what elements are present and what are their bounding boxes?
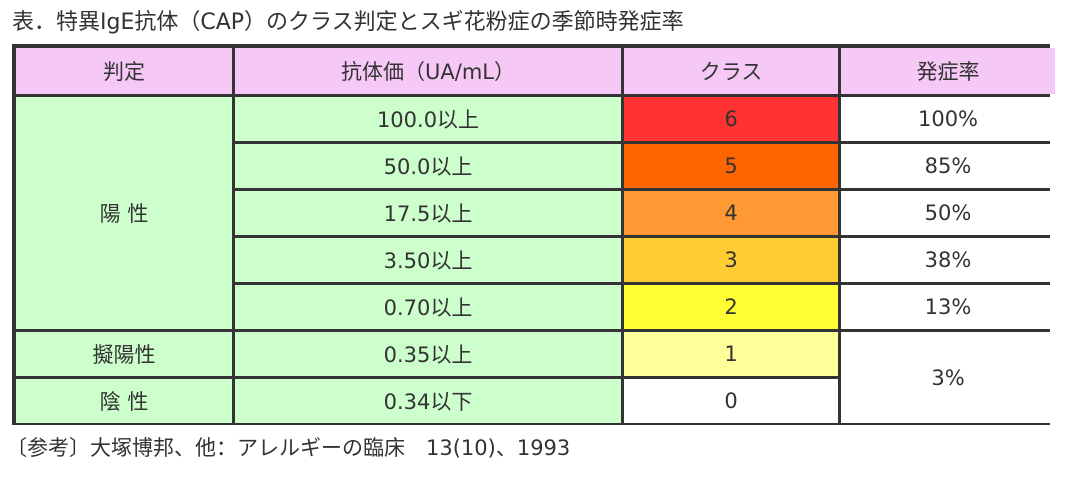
rate-cell: 50% [841,191,1055,235]
antibody-value-cell: 100.0以上 [235,97,621,141]
header-rate: 発症率 [841,48,1055,94]
antibody-value-cell: 0.34以下 [235,379,621,423]
judgment-negative: 陰 性 [16,379,232,423]
header-judgment: 判定 [16,48,232,94]
class-cell: 4 [624,191,838,235]
header-antibody-value: 抗体価（UA/mL） [235,48,621,94]
antibody-value-cell: 0.35以上 [235,332,621,376]
class-cell: 6 [624,97,838,141]
antibody-value-cell: 17.5以上 [235,191,621,235]
header-class: クラス [624,48,838,94]
class-cell: 2 [624,285,838,329]
table-title: 表．特異IgE抗体（CAP）のクラス判定とスギ花粉症の季節時発症率 [12,10,684,35]
judgment-pseudo-positive: 擬陽性 [16,332,232,376]
antibody-value-cell: 50.0以上 [235,144,621,188]
rate-cell: 100% [841,97,1055,141]
rate-cell-merged: 3% [841,332,1055,423]
class-cell: 3 [624,238,838,282]
rate-cell: 38% [841,238,1055,282]
class-cell: 0 [624,379,838,423]
class-table: 判定 抗体価（UA/mL） クラス 発症率 陽 性 擬陽性 陰 性 100.0以… [12,44,1055,425]
judgment-positive: 陽 性 [16,97,232,329]
antibody-value-cell: 3.50以上 [235,238,621,282]
antibody-value-cell: 0.70以上 [235,285,621,329]
class-cell: 5 [624,144,838,188]
rate-cell: 85% [841,144,1055,188]
reference-note: 〔参考〕大塚博邦、他：アレルギーの臨床 13(10)、1993 [6,436,571,460]
rate-cell: 13% [841,285,1055,329]
class-cell: 1 [624,332,838,376]
